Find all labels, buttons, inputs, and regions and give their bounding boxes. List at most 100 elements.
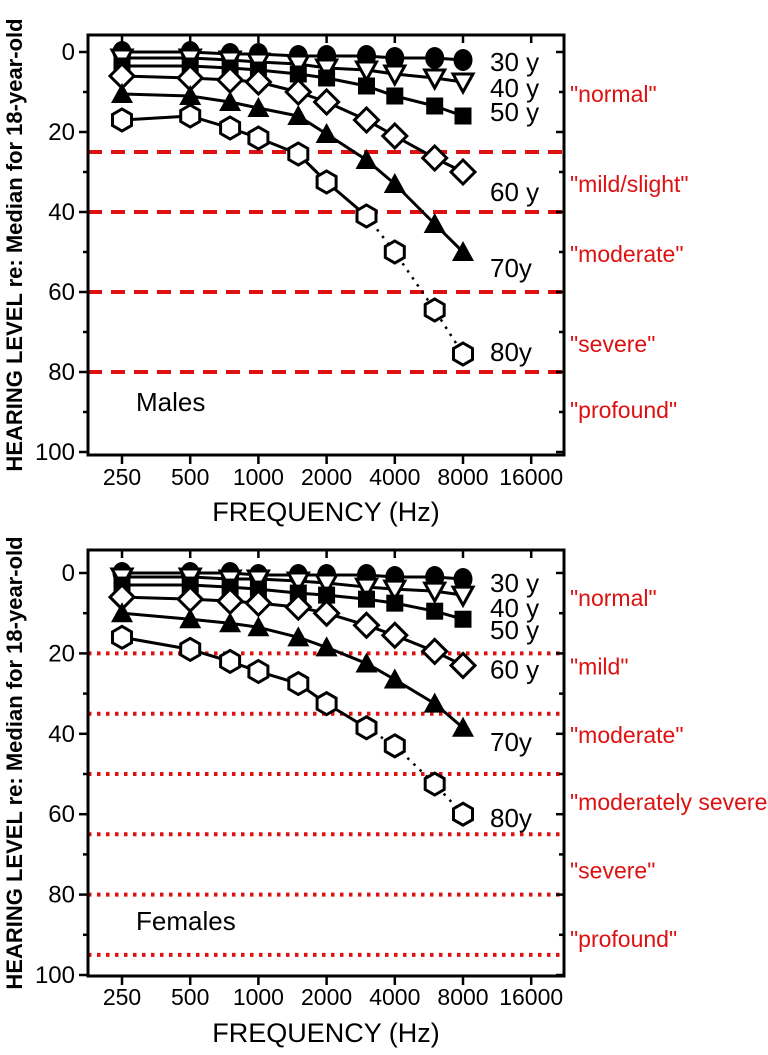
classification-label: "severe" — [570, 331, 655, 357]
marker-triangle-down — [422, 581, 448, 605]
series-line-solid — [122, 571, 464, 581]
marker-triangle-up — [219, 91, 242, 111]
y-tick-label: 40 — [48, 199, 75, 226]
y-tick-label: 20 — [48, 119, 75, 146]
marker-triangle-up — [452, 241, 474, 261]
marker-square — [454, 610, 472, 628]
classification-label: "normal" — [570, 81, 657, 107]
marker-triangle-down — [245, 569, 271, 593]
marker-hexagon — [179, 103, 202, 129]
marker-hexagon — [383, 239, 406, 265]
x-tick-label: 16000 — [499, 464, 563, 490]
series-line-solid — [121, 611, 464, 729]
panel-title: Females — [136, 906, 236, 936]
marker-triangle-up — [287, 105, 310, 125]
marker-hexagon — [452, 341, 474, 367]
marker-square — [386, 594, 404, 612]
x-tick-label: 16000 — [499, 984, 563, 1010]
marker-triangle-up — [315, 123, 338, 143]
age-label: 60 y — [490, 177, 539, 207]
series-line-solid — [121, 92, 465, 254]
marker-square — [386, 87, 404, 105]
marker-square — [357, 77, 375, 95]
marker-hexagon — [355, 715, 378, 741]
males-chart: 250 500 1000 2000 4000 8000 16000 0 20 40 60 80 100 F… — [2, 18, 689, 527]
marker-triangle-up — [383, 173, 406, 193]
age-label: 80y — [490, 337, 532, 367]
marker-square — [426, 97, 444, 115]
x-axis-title: FREQUENCY (Hz) — [212, 497, 440, 527]
classification-label: "profound" — [570, 926, 677, 952]
marker-triangle-up — [111, 602, 133, 623]
marker-triangle-down — [285, 54, 311, 78]
marker-hexagon — [315, 169, 338, 195]
age-label: 60 y — [490, 654, 539, 684]
marker-diamond — [380, 121, 409, 151]
marker-hexagon — [247, 125, 270, 151]
marker-hexagon — [219, 115, 242, 141]
marker-triangle-up — [452, 716, 474, 737]
marker-hexagon — [219, 648, 242, 675]
x-tick-label: 4000 — [369, 464, 420, 490]
marker-hexagon — [423, 297, 446, 323]
age-labels: 30 y40 y50 y 60 y 70y 80y — [490, 568, 539, 833]
classification-labels: "normal" "mild/slight" "moderate" "severe" "… — [570, 81, 689, 423]
marker-circle — [453, 49, 473, 71]
marker-diamond — [244, 589, 273, 618]
series-line-dotted — [365, 726, 464, 816]
y-tick-label: 0 — [62, 560, 75, 587]
marker-square — [289, 65, 307, 83]
marker-circle — [453, 568, 473, 591]
y-axis-title: HEARING LEVEL re: Median for 18-year-old — [2, 18, 27, 471]
classification-label: "profound" — [570, 397, 677, 423]
marker-square — [454, 107, 472, 125]
classification-label: "severe" — [570, 857, 655, 883]
marker-square — [318, 586, 336, 604]
marker-diamond — [244, 67, 273, 97]
marker-triangle-down — [285, 571, 311, 595]
marker-triangle-up — [179, 608, 202, 629]
series-line-solid — [121, 74, 464, 174]
marker-diamond — [448, 157, 478, 187]
x-tick-label: 500 — [171, 984, 209, 1010]
threshold-lines — [88, 651, 564, 957]
y-tick-label: 100 — [35, 439, 75, 466]
females-panel: 250 500 1000 2000 4000 8000 16000 0 20 40 60 80 100 F… — [0, 530, 768, 1055]
marker-square — [357, 590, 375, 608]
marker-square — [426, 602, 444, 620]
marker-diamond — [420, 143, 449, 173]
age-labels: 30 y40 y50 y 60 y 70y 80y — [490, 47, 539, 367]
marker-hexagon — [287, 141, 310, 167]
marker-triangle-down — [450, 585, 476, 609]
marker-circle — [425, 47, 445, 69]
axis-ticks — [79, 550, 564, 985]
series-line-solid — [121, 595, 464, 667]
y-tick-label: 20 — [48, 640, 75, 667]
tick-labels: 250 500 1000 2000 4000 8000 16000 0 20 40 60 80 100 — [35, 39, 563, 490]
marker-triangle-up — [355, 652, 378, 673]
marker-triangle-up — [219, 612, 242, 633]
x-tick-label: 500 — [171, 464, 209, 490]
classification-label: "normal" — [570, 585, 657, 611]
x-axis-title: FREQUENCY (Hz) — [212, 1018, 440, 1048]
marker-triangle-up — [179, 85, 202, 105]
y-tick-label: 0 — [62, 39, 75, 66]
marker-triangle-up — [355, 149, 378, 169]
marker-hexagon — [452, 801, 474, 827]
marker-triangle-down — [353, 577, 380, 601]
marker-diamond — [380, 621, 409, 650]
y-tick-label: 60 — [48, 801, 75, 828]
marker-triangle-down — [314, 58, 340, 82]
series-line-solid — [122, 575, 464, 597]
marker-triangle-down — [353, 60, 380, 84]
marker-hexagon — [111, 107, 133, 133]
marker-triangle-down — [382, 579, 408, 603]
x-tick-label: 250 — [103, 984, 141, 1010]
tick-labels: 250 500 1000 2000 4000 8000 16000 0 20 40 60 80 100 — [35, 560, 563, 1010]
threshold-lines — [88, 150, 564, 374]
classification-label: "moderate" — [570, 241, 684, 267]
age-label: 50 y — [490, 97, 539, 127]
marker-triangle-up — [111, 83, 133, 103]
marker-hexagon — [287, 670, 310, 697]
males-panel: 250 500 1000 2000 4000 8000 16000 0 20 40 60 80 100 F… — [2, 18, 689, 527]
